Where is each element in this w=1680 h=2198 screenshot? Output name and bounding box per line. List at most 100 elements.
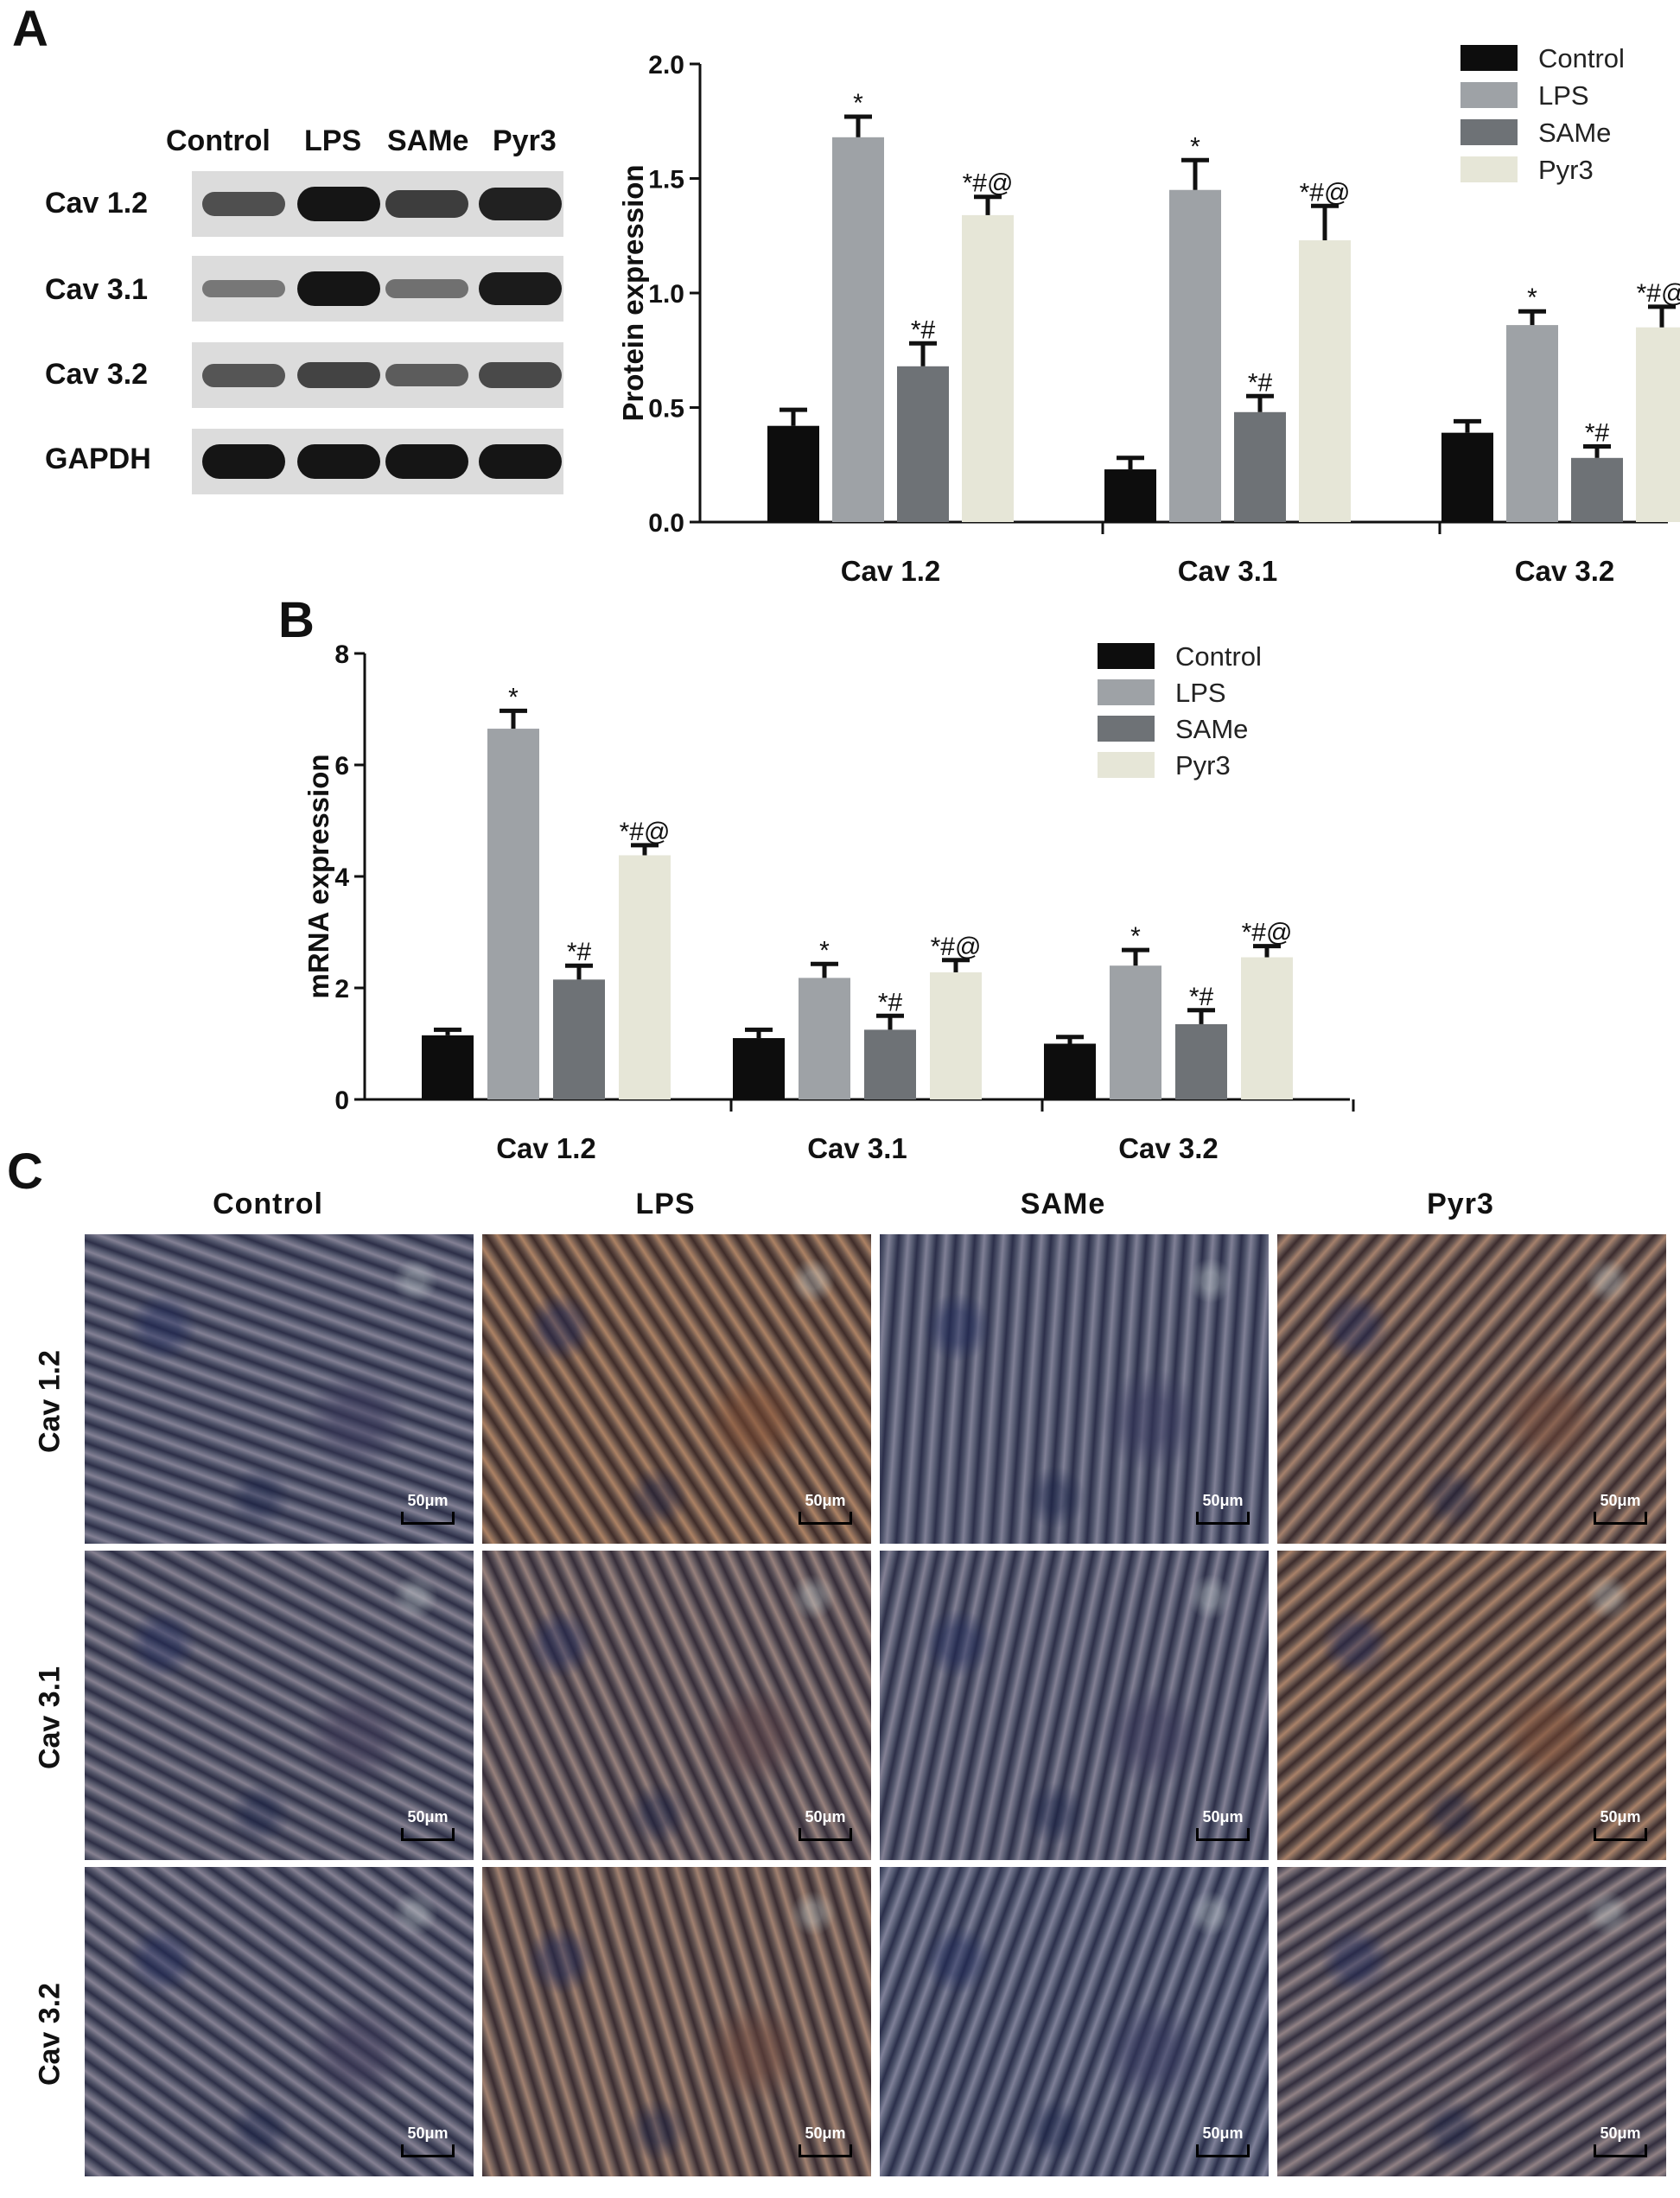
y-tick-label: 6	[334, 752, 349, 780]
wb-lane-label: SAMe	[387, 124, 469, 157]
ihc-texture	[880, 1867, 1269, 2176]
bar	[962, 214, 1014, 522]
wb-band	[297, 187, 380, 221]
wb-row-label: Cav 1.2	[45, 187, 149, 220]
bar	[553, 979, 605, 1099]
wb-lane-label: Pyr3	[493, 124, 557, 157]
x-tick-label: Cav 3.2	[1118, 1132, 1219, 1158]
x-tick-label: Cav 3.2	[1515, 555, 1615, 587]
wb-band	[385, 364, 468, 386]
wb-strip	[192, 256, 563, 322]
legend-swatch	[1460, 119, 1518, 145]
scale-bar: 50μm	[401, 1492, 455, 1525]
bar	[1441, 432, 1493, 522]
x-tick-label: Cav 3.1	[807, 1132, 907, 1158]
legend-label: Pyr3	[1538, 155, 1594, 185]
wb-band	[202, 191, 285, 217]
significance-mark: *	[508, 683, 519, 711]
ihc-image: 50μm	[85, 1551, 474, 1860]
legend-label: Control	[1538, 43, 1625, 73]
ihc-texture	[85, 1234, 474, 1544]
scale-bar-line	[1196, 1512, 1250, 1525]
significance-mark: *#@	[1242, 919, 1293, 947]
scale-bar-line	[799, 1512, 852, 1525]
significance-mark: *#	[1189, 983, 1214, 1011]
x-tick-label: Cav 3.1	[1178, 555, 1278, 587]
bar	[1175, 1023, 1227, 1099]
legend-label: LPS	[1175, 678, 1226, 708]
significance-mark: *	[1130, 922, 1141, 951]
ihc-row-title: Cav 3.1	[33, 1666, 67, 1770]
bar	[1104, 469, 1156, 522]
ihc-image: 50μm	[1277, 1551, 1666, 1860]
ihc-image: 50μm	[880, 1234, 1269, 1544]
wb-band	[385, 279, 468, 298]
scale-bar-line	[1196, 1828, 1250, 1841]
ihc-texture	[482, 1551, 871, 1860]
bar	[799, 978, 850, 1099]
bar	[1571, 457, 1623, 522]
bar	[864, 1029, 916, 1099]
ihc-texture	[1277, 1234, 1666, 1544]
significance-mark: *	[1527, 284, 1537, 312]
y-tick-label: 2	[334, 975, 349, 1003]
significance-mark: *#	[567, 938, 592, 966]
y-tick-label: 0.5	[648, 395, 684, 424]
panel-b-letter: B	[278, 592, 315, 648]
significance-mark: *#	[911, 315, 936, 344]
scale-bar-label: 50μm	[407, 1808, 449, 1825]
scale-bar: 50μm	[799, 1808, 852, 1841]
legend-label: SAMe	[1538, 118, 1611, 148]
scale-bar-line	[799, 1828, 852, 1841]
ihc-row-title: Cav 3.2	[33, 1982, 67, 2087]
ihc-image: 50μm	[482, 1867, 871, 2176]
scale-bar-label: 50μm	[1202, 2125, 1244, 2142]
legend-label: LPS	[1538, 80, 1589, 111]
bar	[1506, 325, 1558, 522]
bar	[619, 855, 671, 1099]
scale-bar-line	[799, 2144, 852, 2157]
significance-mark: *#@	[620, 818, 671, 846]
ihc-image: 50μm	[880, 1551, 1269, 1860]
legend-swatch	[1460, 82, 1518, 108]
y-axis-label: mRNA expression	[302, 754, 334, 998]
legend-swatch	[1098, 679, 1155, 705]
scale-bar-line	[1594, 2144, 1647, 2157]
protein-expression-chart: 0.0 0.5 1.0 1.5 2.0 Protein expression Cav 1.2…	[617, 43, 1680, 587]
scale-bar-line	[1594, 1512, 1647, 1525]
wb-band	[202, 363, 285, 387]
ihc-image: 50μm	[85, 1867, 474, 2176]
ihc-image: 50μm	[85, 1234, 474, 1544]
wb-band	[385, 444, 468, 479]
scale-bar-label: 50μm	[1202, 1808, 1244, 1825]
wb-band	[479, 271, 562, 306]
ihc-texture	[85, 1551, 474, 1860]
scale-bar: 50μm	[799, 1492, 852, 1525]
wb-row-label: Cav 3.1	[45, 273, 149, 306]
scale-bar-label: 50μm	[407, 2125, 449, 2142]
x-tick-label: Cav 1.2	[496, 1132, 596, 1158]
wb-band	[297, 444, 380, 479]
bar	[832, 137, 884, 523]
y-tick-label: 4	[334, 863, 349, 892]
scale-bar-label: 50μm	[805, 2125, 846, 2142]
ihc-column-title: SAMe	[1020, 1188, 1106, 1220]
bar	[930, 972, 982, 1099]
wb-band	[385, 189, 468, 219]
legend-swatch	[1098, 752, 1155, 778]
wb-band	[479, 188, 562, 220]
legend-swatch	[1460, 156, 1518, 182]
y-tick-label: 1.0	[648, 280, 684, 309]
bar	[1234, 411, 1286, 522]
bar	[422, 1035, 474, 1099]
ihc-image: 50μm	[880, 1867, 1269, 2176]
ihc-image: 50μm	[482, 1234, 871, 1544]
wb-band	[202, 444, 285, 479]
y-tick-label: 0.0	[648, 509, 684, 538]
ihc-image: 50μm	[1277, 1867, 1666, 2176]
scale-bar: 50μm	[799, 2125, 852, 2157]
legend-swatch	[1098, 643, 1155, 669]
scale-bar-label: 50μm	[407, 1492, 449, 1509]
significance-mark: *	[819, 936, 830, 965]
y-tick-label: 1.5	[648, 166, 684, 194]
